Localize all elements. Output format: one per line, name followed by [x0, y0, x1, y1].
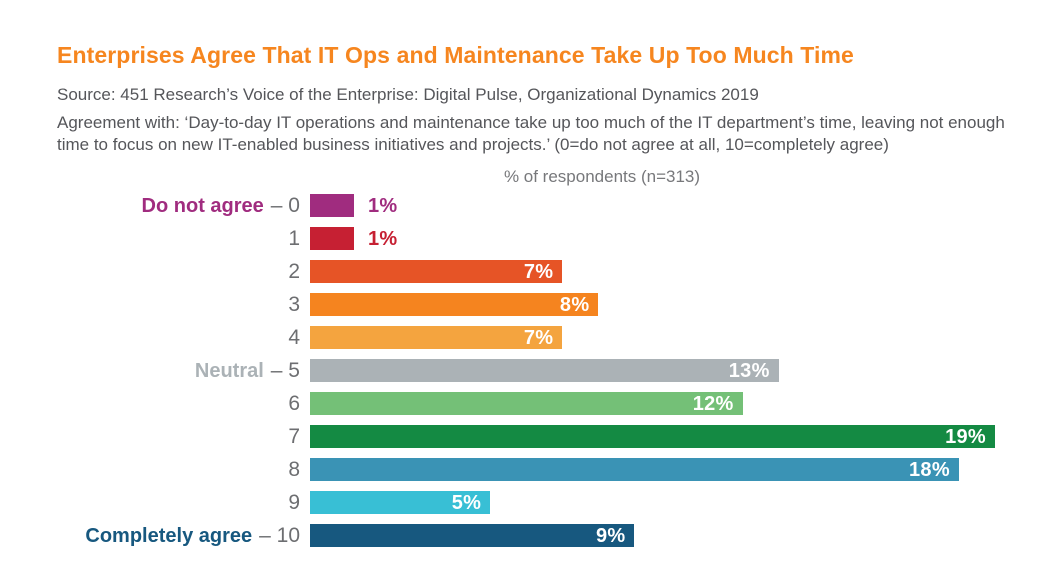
bar-value-label: 18%: [909, 458, 950, 481]
row-label: 9: [57, 491, 310, 515]
chart-row: Completely agree – 10 9%: [57, 524, 1058, 548]
chart-row: 7 19%: [57, 425, 1058, 449]
row-label-scale-number: 6: [288, 391, 300, 415]
bar-track: 9%: [310, 524, 995, 548]
bar-track: 7%: [310, 260, 995, 284]
bar: 12%: [310, 392, 743, 416]
bar-value-label: 7%: [523, 260, 554, 283]
bar: 5%: [310, 491, 491, 515]
page-title: Enterprises Agree That IT Ops and Mainte…: [57, 42, 854, 68]
bar: 8%: [310, 293, 599, 317]
row-label-scale-number: – 10: [259, 523, 300, 547]
bar: 7%: [310, 326, 563, 350]
row-label-annotation: Completely agree: [85, 524, 253, 547]
chart-row: 9 5%: [57, 491, 1058, 515]
row-label-scale-number: 3: [288, 292, 300, 316]
row-label-annotation: Do not agree: [141, 194, 264, 217]
bar-track: 19%: [310, 425, 995, 449]
row-label-annotation: Neutral: [194, 359, 264, 382]
row-label-scale-number: 2: [288, 259, 300, 283]
bar: [310, 194, 354, 218]
bar-value-label: 1%: [368, 227, 398, 250]
row-label-scale-number: 8: [288, 457, 300, 481]
bar-track: 13%: [310, 359, 995, 383]
row-label: 4: [57, 326, 310, 350]
bar-track: 18%: [310, 458, 995, 482]
bar-track: 12%: [310, 392, 995, 416]
bar: 7%: [310, 260, 563, 284]
bar-track: 1%: [310, 194, 995, 218]
row-label-scale-number: 4: [288, 325, 300, 349]
row-label: 8: [57, 458, 310, 482]
row-label: Neutral – 5: [57, 359, 310, 383]
bar: 9%: [310, 524, 635, 548]
bar-value-label: 5%: [451, 491, 482, 514]
bar-value-label: 8%: [559, 293, 590, 316]
bar-value-label: 19%: [945, 425, 986, 448]
row-label: 7: [57, 425, 310, 449]
chart-row: Neutral – 5 13%: [57, 359, 1058, 383]
chart-row: 2 7%: [57, 260, 1058, 284]
row-label-scale-number: 9: [288, 490, 300, 514]
source-line: Source: 451 Research’s Voice of the Ente…: [57, 85, 759, 104]
chart-row: 3 8%: [57, 293, 1058, 317]
row-label: Do not agree – 0: [57, 194, 310, 218]
row-label: 1: [57, 227, 310, 251]
bar: 19%: [310, 425, 995, 449]
bar-value-label: 1%: [368, 194, 398, 217]
chart-row: Do not agree – 0 1%: [57, 194, 1058, 218]
row-label-scale-number: 1: [288, 226, 300, 250]
bar: 18%: [310, 458, 959, 482]
bar-track: 7%: [310, 326, 995, 350]
bar-value-label: 13%: [728, 359, 770, 382]
row-label: 3: [57, 293, 310, 317]
row-label-scale-number: – 0: [270, 193, 300, 217]
row-label-scale-number: – 5: [270, 358, 300, 382]
bar-chart: % of respondents (n=313) Do not agree – 0…: [57, 167, 1058, 548]
bar-value-label: 12%: [692, 392, 734, 415]
bar: [310, 227, 354, 251]
row-label: Completely agree – 10: [57, 524, 310, 548]
survey-question-description: Agreement with: ‘Day-to-day IT operation…: [57, 113, 1005, 155]
chart-row: 6 12%: [57, 392, 1058, 416]
bar-value-label: 7%: [523, 326, 554, 349]
bar-track: 8%: [310, 293, 995, 317]
bar-value-label: 9%: [595, 524, 626, 547]
row-label-scale-number: 7: [288, 424, 300, 448]
bar-track: 5%: [310, 491, 995, 515]
chart-axis-title: % of respondents (n=313): [503, 167, 701, 187]
chart-row: 4 7%: [57, 326, 1058, 350]
bar-track: 1%: [310, 227, 995, 251]
chart-rows: Do not agree – 0 1% 1 1% 2 7%: [57, 194, 1058, 548]
chart-row: 8 18%: [57, 458, 1058, 482]
chart-row: 1 1%: [57, 227, 1058, 251]
bar: 13%: [310, 359, 779, 383]
row-label: 2: [57, 260, 310, 284]
row-label: 6: [57, 392, 310, 416]
